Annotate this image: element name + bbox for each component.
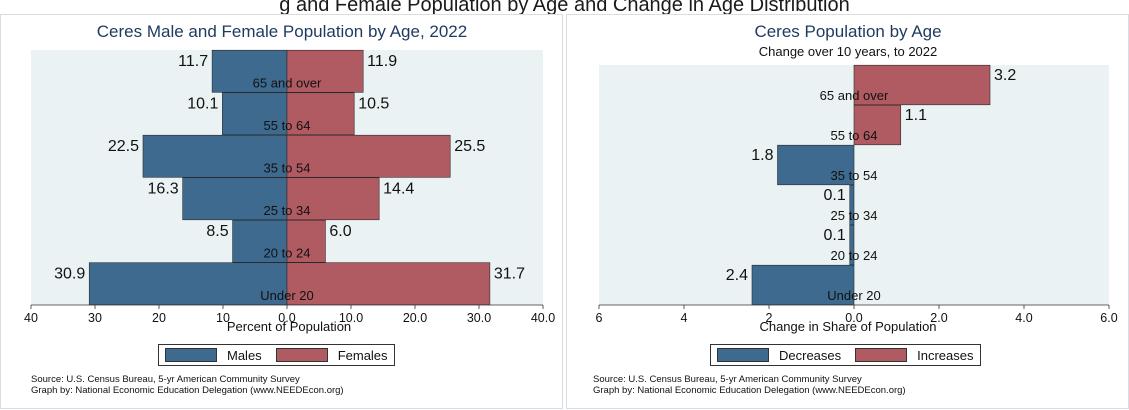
credit-line: Graph by: National Economic Education De… (31, 385, 344, 396)
bar-males (88, 262, 288, 306)
data-label-males: 30.9 (54, 266, 85, 283)
data-label-females: 14.4 (383, 181, 414, 198)
chart-title: Ceres Population by Age (754, 22, 941, 41)
x-tick-label: 40.0 (531, 311, 555, 325)
x-axis-label: Percent of Population (227, 319, 351, 334)
data-label-males: 11.7 (178, 53, 208, 70)
x-tick-label: 2 (766, 311, 773, 325)
bar-females (286, 262, 491, 306)
bar-increases (853, 64, 991, 106)
category-label: Under 20 (827, 288, 880, 303)
bar-increases (853, 104, 902, 146)
chart-legend: Decreases Increases (710, 344, 981, 366)
chart-subtitle: Change over 10 years, to 2022 (759, 44, 938, 59)
legend-label-females: Females (337, 347, 388, 363)
legend-swatch-males (165, 348, 217, 362)
category-label: 65 and over (253, 75, 322, 90)
data-label-females: 31.7 (494, 266, 525, 283)
data-label-females: 11.9 (367, 53, 397, 70)
x-tick-label: 40 (24, 311, 38, 325)
bar-males (142, 134, 288, 178)
data-label-males: 10.1 (187, 96, 218, 113)
x-tick-label: 6.0 (1100, 311, 1117, 325)
category-label: 55 to 64 (264, 118, 311, 133)
x-tick-label: 10.0 (339, 311, 363, 325)
legend-swatch-females (275, 348, 328, 362)
x-axis-label: Change in Share of Population (759, 319, 936, 334)
data-label-increases: 3.2 (994, 67, 1016, 84)
bar-females (286, 219, 326, 263)
source-line: Source: U.S. Census Bureau, 5-yr America… (31, 374, 300, 385)
category-label: 65 and over (820, 88, 889, 103)
bar-males (182, 177, 288, 221)
legend-item-females: Females (275, 347, 388, 363)
x-tick-label: 6 (596, 311, 603, 325)
category-label: 55 to 64 (831, 128, 878, 143)
chart-title: Ceres Male and Female Population by Age,… (97, 22, 467, 41)
category-label: 25 to 34 (831, 208, 878, 223)
x-tick-label: 10 (216, 311, 230, 325)
source-line: Source: U.S. Census Bureau, 5-yr America… (593, 374, 862, 385)
source-note: Source: U.S. Census Bureau, 5-yr America… (31, 374, 344, 396)
bar-decreases (849, 184, 855, 226)
data-label-decreases: 0.1 (824, 227, 846, 244)
bar-males (211, 49, 288, 93)
legend-swatch-increases (855, 348, 908, 362)
legend-item-increases: Increases (855, 347, 974, 363)
x-tick-label: 4 (681, 311, 688, 325)
bar-decreases (777, 144, 855, 186)
bar-males (232, 219, 288, 263)
bar-females (286, 177, 380, 221)
bar-females (286, 134, 451, 178)
category-label: 35 to 54 (264, 160, 311, 175)
chart-legend: Males Females (158, 344, 395, 366)
male-female-population-panel: Ceres Male and Female Population by Age,… (0, 14, 563, 409)
legend-label-increases: Increases (917, 347, 974, 363)
x-tick-label: 30.0 (467, 311, 491, 325)
x-tick-label: 0.0 (845, 311, 862, 325)
bar-decreases (751, 264, 855, 306)
data-label-females: 6.0 (329, 223, 351, 240)
data-label-males: 22.5 (108, 138, 139, 155)
data-label-decreases: 1.8 (751, 147, 773, 164)
data-label-males: 16.3 (148, 181, 179, 198)
x-tick-label: 20.0 (403, 311, 427, 325)
category-label: 25 to 34 (264, 203, 311, 218)
data-label-females: 10.5 (358, 96, 389, 113)
population-change-chart: Ceres Population by Age Change over 10 ye… (596, 22, 1118, 334)
data-label-males: 8.5 (206, 223, 228, 240)
x-tick-label: 4.0 (1015, 311, 1032, 325)
legend-label-decreases: Decreases (779, 347, 842, 363)
data-label-increases: 1.1 (905, 107, 927, 124)
bar-decreases (849, 224, 855, 266)
data-label-decreases: 0.1 (824, 187, 846, 204)
credit-line: Graph by: National Economic Education De… (593, 385, 906, 396)
category-label: Under 20 (260, 288, 313, 303)
x-tick-label: 2.0 (930, 311, 947, 325)
bar-males (222, 92, 288, 136)
category-label: 20 to 24 (831, 248, 878, 263)
population-change-panel: Ceres Population by Age Change over 10 ye… (566, 14, 1129, 409)
legend-swatch-decreases (717, 348, 769, 362)
legend-item-males: Males (165, 348, 262, 363)
data-label-decreases: 2.4 (726, 267, 748, 284)
x-tick-label: 30 (88, 311, 102, 325)
data-label-females: 25.5 (454, 138, 485, 155)
legend-item-decreases: Decreases (717, 348, 841, 363)
x-tick-label: 0.0 (278, 311, 295, 325)
category-label: 35 to 54 (831, 168, 878, 183)
bar-females (286, 92, 355, 136)
x-tick-label: 20 (152, 311, 166, 325)
source-note: Source: U.S. Census Bureau, 5-yr America… (593, 374, 906, 396)
population-pyramid-chart: Ceres Male and Female Population by Age,… (24, 22, 555, 334)
legend-label-males: Males (227, 347, 262, 363)
category-label: 20 to 24 (264, 245, 311, 260)
page-title: g and Female Population by Age and Chang… (279, 0, 850, 16)
bar-females (286, 49, 364, 93)
